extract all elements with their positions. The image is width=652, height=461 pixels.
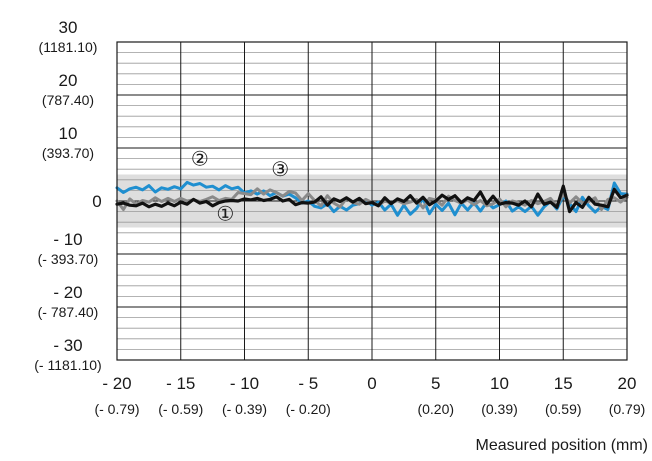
series-callout-marker: ① [216,202,234,226]
x-tick-sublabel: (- 0.79) [94,401,139,417]
x-tick-label: 0 [367,374,376,393]
y-tick-sublabel: (- 1181.10) [34,357,101,373]
y-tick-label: 10 [59,124,78,143]
series-line-1 [115,180,629,217]
x-tick-sublabel: (0.79) [609,401,646,417]
y-tick-label: 30 [59,18,78,37]
x-tick-sublabel: (- 0.20) [286,401,331,417]
y-tick-label: - 10 [53,230,82,249]
series-callout-marker: ③ [271,157,289,181]
x-tick-label: - 5 [298,374,318,393]
x-axis-label: Measured position (mm) [476,437,649,454]
x-tick-sublabel: (- 0.39) [222,401,267,417]
y-axis-tick-labels: 30 (1181.10) 20 (787.40) 10 (393.70) 0 - 10 (- 3… [34,18,101,373]
x-tick-label: 20 [618,374,637,393]
y-tick-sublabel: (- 787.40) [38,304,99,320]
x-tick-sublabel: (- 0.59) [158,401,203,417]
x-tick-label: 15 [554,374,573,393]
series-callout-marker: ② [191,147,209,171]
y-tick-label: - 20 [53,283,82,302]
x-axis-tick-labels: - 20 (- 0.79) - 15 (- 0.59) - 10 (- 0.39) - 5 (… [94,374,645,417]
x-tick-sublabel: (0.39) [481,401,518,417]
plot-frame [116,41,628,361]
y-tick-sublabel: (- 393.70) [38,251,99,267]
y-tick-label: 20 [59,71,78,90]
y-tick-sublabel: (1181.10) [39,39,98,55]
y-tick-sublabel: (393.70) [42,145,94,161]
x-tick-sublabel: (0.20) [417,401,454,417]
x-tick-label: 10 [490,374,509,393]
y-tick-sublabel: (787.40) [42,92,94,108]
x-tick-label: - 10 [230,374,259,393]
series-layer [115,180,629,217]
x-tick-label: - 20 [102,374,131,393]
y-tick-label: - 30 [53,336,82,355]
x-tick-sublabel: (0.59) [545,401,582,417]
y-tick-label: 0 [92,192,101,211]
series-callouts: ① ② ③ [191,147,289,226]
x-tick-label: - 15 [166,374,195,393]
series-line-3 [115,184,629,214]
x-tick-label: 5 [431,374,440,393]
